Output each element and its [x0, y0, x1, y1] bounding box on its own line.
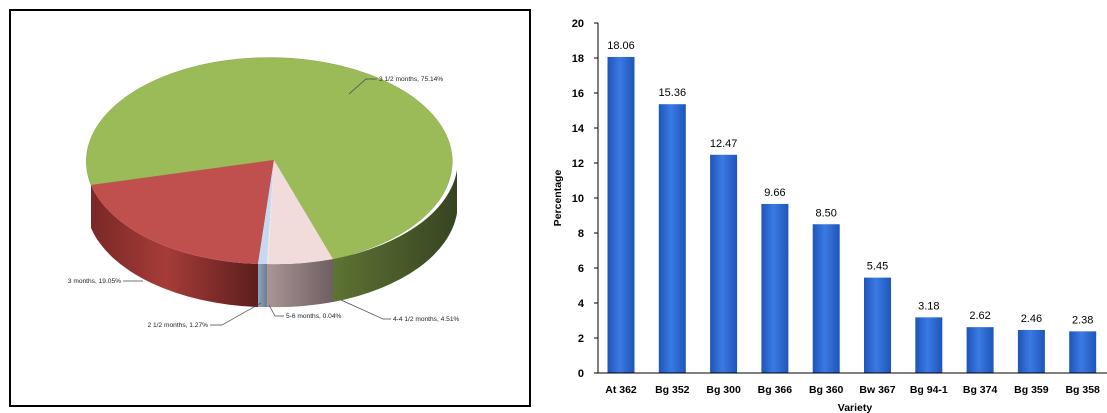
bar-data-label: 3.18: [918, 300, 939, 312]
bar-data-label: 8.50: [815, 207, 836, 219]
y-tick-label: 0: [578, 368, 584, 380]
y-tick-label: 10: [572, 193, 584, 205]
bar-chart: Percentage 0 2 4 6 8 10 12 14 16 18 20 18.06 15.36 1…: [552, 18, 1107, 413]
y-tick-label: 12: [572, 158, 584, 170]
x-category-label: Bg 94-1: [910, 384, 948, 396]
y-axis-title: Percentage: [552, 170, 564, 227]
x-category-label: Bg 300: [706, 384, 741, 396]
pie-side-2-half-months: [258, 264, 267, 308]
bar-chart-panel: Percentage 0 2 4 6 8 10 12 14 16 18 20 18.06 15.36 1…: [540, 0, 1107, 413]
bar: [607, 56, 635, 373]
pie-label-5-6-months: 5-6 months, 0.04%: [286, 313, 341, 320]
x-category-label: Bg 352: [655, 384, 690, 396]
y-tick-label: 8: [578, 228, 584, 240]
pie-label-3-months: 3 months, 19.05%: [68, 278, 121, 285]
bar: [864, 277, 891, 373]
leader-line-4-half-months: [340, 299, 391, 320]
bar: [966, 327, 994, 373]
x-category-label: Bg 360: [809, 384, 844, 396]
bar-data-label: 2.62: [969, 310, 990, 322]
pie-chart: 3 1/2 months, 75.14% 3 months, 19.05% 2 …: [68, 57, 459, 329]
pie-label-4-half-months: 4-4 1/2 months, 4.51%: [393, 316, 459, 323]
bar: [1069, 331, 1097, 373]
pie-slice-4-half-months: [268, 160, 333, 265]
pie-label-3-half-months: 3 1/2 months, 75.14%: [379, 76, 443, 83]
bar-data-label: 5.45: [867, 261, 888, 273]
y-tick-label: 16: [572, 88, 584, 100]
y-tick-label: 20: [572, 18, 584, 30]
bar-data-label: 9.66: [764, 187, 785, 199]
x-category-label: Bg 359: [1014, 384, 1049, 396]
pie-slice-3-months: [91, 160, 274, 264]
x-category-label: At 362: [605, 384, 637, 396]
pie-label-2-half-months: 2 1/2 months, 1.27%: [148, 322, 209, 329]
x-category-label: Bg 358: [1065, 384, 1100, 396]
bar-data-label: 2.46: [1021, 313, 1042, 325]
y-tick-label: 14: [572, 123, 585, 135]
leader-line-2-half-months: [210, 302, 262, 326]
pie-slice-2-half-months: [258, 160, 274, 265]
bar: [658, 104, 686, 373]
pie-side-3-half-months: [333, 170, 457, 302]
pie-side-3-months: [91, 185, 258, 307]
bar-data-label: 2.38: [1072, 314, 1093, 326]
bar: [812, 224, 840, 373]
x-axis-title: Variety: [838, 402, 873, 413]
pie-chart-panel: 3 1/2 months, 75.14% 3 months, 19.05% 2 …: [9, 9, 531, 407]
bar-data-label: 12.47: [710, 138, 738, 150]
y-tick-label: 6: [578, 263, 584, 275]
y-tick-label: 18: [572, 53, 584, 65]
leader-line-5-6-months: [268, 304, 284, 317]
bar: [915, 317, 943, 373]
bar: [1017, 329, 1045, 373]
leader-line-3-half-months: [348, 78, 377, 95]
pie-side-4-half-months: [267, 259, 333, 308]
bar-data-label: 15.36: [659, 87, 687, 99]
pie-slice-3-half-months: [86, 57, 453, 260]
y-tick-label: 2: [578, 333, 584, 345]
bar: [710, 154, 738, 373]
bar-data-label: 18.06: [607, 40, 635, 52]
x-category-label: Bg 366: [758, 384, 793, 396]
y-tick-label: 4: [578, 298, 585, 310]
bar: [761, 203, 789, 373]
pie-slice-5-6-months: [267, 160, 274, 265]
x-category-label: Bg 374: [963, 384, 998, 396]
x-category-label: Bw 367: [859, 384, 895, 396]
